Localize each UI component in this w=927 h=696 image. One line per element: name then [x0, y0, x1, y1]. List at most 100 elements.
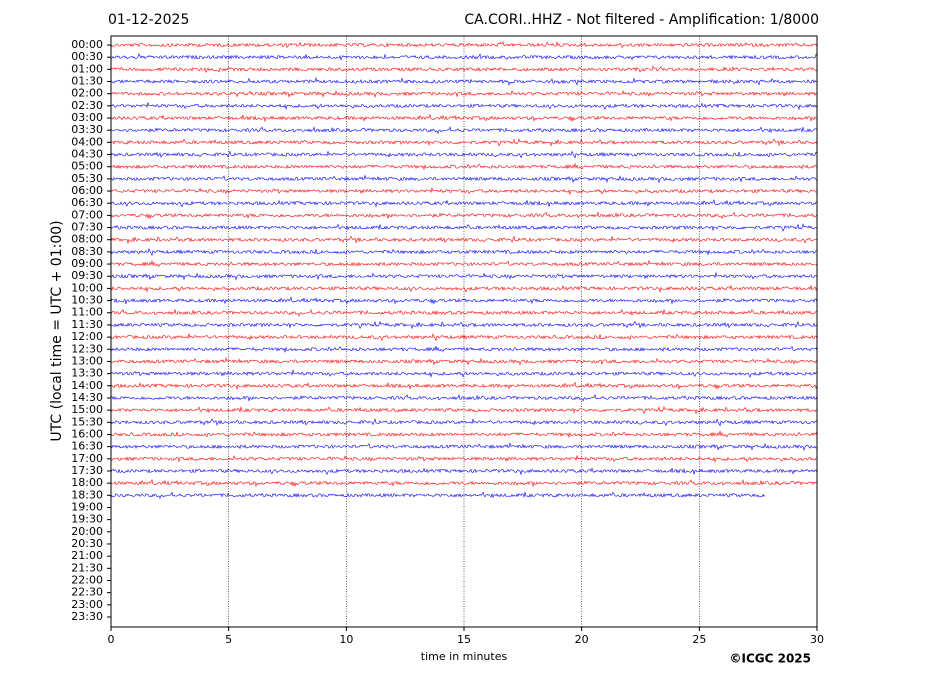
- seismic-trace: [110, 467, 818, 476]
- x-tick-label: 15: [457, 633, 471, 646]
- y-tick-label: 21:30: [71, 561, 103, 574]
- seismic-trace: [110, 356, 818, 366]
- y-tick-label: 08:00: [71, 233, 103, 246]
- y-tick-label: 05:00: [71, 160, 103, 173]
- seismic-trace: [110, 198, 818, 208]
- seismic-trace: [110, 41, 818, 49]
- seismic-trace: [110, 271, 818, 281]
- y-tick-label: 00:30: [71, 50, 103, 63]
- seismic-trace: [110, 138, 818, 147]
- y-tick-label: 12:30: [71, 342, 103, 355]
- seismic-trace: [110, 381, 818, 391]
- y-tick-label: 18:30: [71, 488, 103, 501]
- x-axis-label: time in minutes: [421, 650, 508, 663]
- seismic-trace: [110, 284, 818, 293]
- seismic-trace: [110, 442, 818, 451]
- seismic-trace: [110, 248, 818, 257]
- y-tick-label: 13:30: [71, 367, 103, 380]
- y-tick-label: 07:00: [71, 208, 103, 221]
- seismic-trace: [110, 345, 818, 354]
- chart-title: CA.CORI..HHZ - Not filtered - Amplificat…: [464, 12, 819, 28]
- seismic-trace: [110, 235, 818, 245]
- x-tick-label: 0: [108, 633, 115, 646]
- seismic-trace: [110, 174, 818, 184]
- seismic-trace: [110, 320, 818, 330]
- seismic-trace: [110, 478, 818, 488]
- y-tick-label: 04:30: [71, 148, 103, 161]
- seismic-trace: [110, 296, 818, 305]
- y-tick-label: 21:00: [71, 549, 103, 562]
- y-tick-label: 09:30: [71, 269, 103, 282]
- y-tick-label: 04:00: [71, 135, 103, 148]
- seismic-trace: [110, 491, 766, 500]
- y-axis-label: UTC (local time = UTC + 01:00): [49, 220, 65, 441]
- y-tick-label: 02:30: [71, 99, 103, 112]
- seismic-trace: [110, 102, 818, 111]
- seismic-trace: [110, 113, 818, 123]
- plot-frame: [110, 35, 818, 628]
- x-tick-label: 5: [225, 633, 232, 646]
- y-tick-label: 03:30: [71, 123, 103, 136]
- x-tick-label: 25: [692, 633, 706, 646]
- y-tick-label: 12:00: [71, 330, 103, 343]
- seismic-trace: [110, 259, 818, 267]
- seismic-trace: [110, 52, 818, 61]
- seismic-trace: [110, 308, 818, 317]
- y-tick-label: 19:00: [71, 500, 103, 513]
- y-tick-label: 22:30: [71, 586, 103, 599]
- seismic-trace: [110, 76, 818, 86]
- seismic-trace: [110, 65, 818, 74]
- seismic-trace: [110, 393, 818, 402]
- seismic-trace: [110, 223, 818, 232]
- x-tick-label: 30: [810, 633, 824, 646]
- seismic-trace: [110, 418, 818, 427]
- seismic-trace: [110, 430, 818, 439]
- y-tick-label: 15:00: [71, 403, 103, 416]
- seismic-trace: [110, 369, 818, 378]
- y-tick-label: 17:30: [71, 464, 103, 477]
- y-tick-label: 08:30: [71, 245, 103, 258]
- seismic-trace: [110, 211, 818, 220]
- y-tick-label: 20:30: [71, 537, 103, 550]
- seismic-trace: [110, 126, 818, 135]
- y-tick-label: 10:00: [71, 281, 103, 294]
- y-tick-label: 15:30: [71, 415, 103, 428]
- y-tick-label: 14:30: [71, 391, 103, 404]
- y-tick-label: 17:00: [71, 452, 103, 465]
- y-tick-label: 14:00: [71, 379, 103, 392]
- y-tick-label: 20:00: [71, 525, 103, 538]
- seismic-trace: [110, 405, 818, 415]
- y-tick-label: 11:00: [71, 306, 103, 319]
- x-tick-label: 20: [575, 633, 589, 646]
- y-tick-label: 16:00: [71, 427, 103, 440]
- y-tick-label: 02:00: [71, 87, 103, 100]
- y-tick-label: 23:30: [71, 610, 103, 623]
- y-tick-label: 09:00: [71, 257, 103, 270]
- seismic-trace: [110, 187, 818, 196]
- y-tick-label: 06:30: [71, 196, 103, 209]
- y-tick-label: 23:00: [71, 598, 103, 611]
- x-tick-label: 10: [339, 633, 353, 646]
- y-tick-label: 18:00: [71, 476, 103, 489]
- y-tick-label: 00:00: [71, 38, 103, 51]
- seismic-trace: [110, 455, 818, 463]
- y-tick-label: 19:30: [71, 513, 103, 526]
- seismic-trace: [110, 333, 818, 342]
- seismic-trace: [110, 162, 818, 171]
- y-tick-label: 05:30: [71, 172, 103, 185]
- y-tick-label: 22:00: [71, 573, 103, 586]
- y-tick-label: 07:30: [71, 221, 103, 234]
- y-tick-label: 13:00: [71, 354, 103, 367]
- credit: ©ICGC 2025: [729, 652, 811, 666]
- y-tick-label: 01:00: [71, 62, 103, 75]
- y-tick-label: 16:30: [71, 440, 103, 453]
- y-tick-label: 10:30: [71, 294, 103, 307]
- y-tick-label: 06:00: [71, 184, 103, 197]
- date-title: 01-12-2025: [108, 12, 189, 28]
- seismic-trace: [110, 89, 818, 98]
- seismic-trace: [110, 150, 818, 159]
- y-tick-label: 03:00: [71, 111, 103, 124]
- y-tick-label: 01:30: [71, 75, 103, 88]
- y-tick-label: 11:30: [71, 318, 103, 331]
